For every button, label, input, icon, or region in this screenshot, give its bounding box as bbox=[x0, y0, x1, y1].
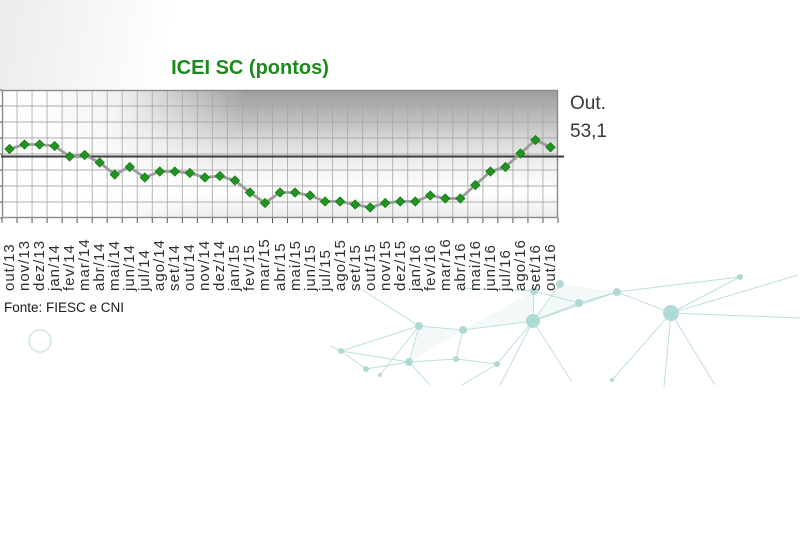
x-axis-label: out/16 bbox=[541, 243, 559, 291]
network-node bbox=[415, 322, 423, 330]
network-node bbox=[610, 378, 614, 382]
network-node bbox=[737, 274, 743, 280]
data-point-mar/15 bbox=[259, 197, 271, 209]
data-point-nov/14 bbox=[199, 172, 211, 183]
plot-area bbox=[0, 89, 564, 223]
data-point-set/15 bbox=[349, 199, 361, 210]
x-axis-label: dez/13 bbox=[31, 239, 49, 291]
network-node bbox=[363, 366, 369, 372]
network-node bbox=[378, 373, 382, 377]
data-point-set/16 bbox=[530, 134, 541, 146]
data-point-mar/14 bbox=[79, 149, 90, 161]
network-node bbox=[663, 305, 679, 321]
x-axis-label: jan/16 bbox=[406, 244, 424, 291]
data-point-nov/13 bbox=[19, 139, 30, 150]
x-axis-label: fev/14 bbox=[61, 244, 79, 291]
data-point-mar/16 bbox=[440, 193, 451, 204]
data-point-jan/15 bbox=[229, 175, 241, 186]
data-point-out/13 bbox=[4, 143, 15, 155]
x-axis-label: jun/15 bbox=[301, 244, 319, 291]
annotation-month: Out. bbox=[570, 93, 606, 114]
x-axis-label: set/16 bbox=[526, 244, 544, 291]
data-point-out/16 bbox=[545, 142, 556, 153]
background-wedge bbox=[0, 0, 270, 92]
chart-title: ICEI SC (pontos) bbox=[171, 57, 329, 79]
x-axis-label: mai/16 bbox=[466, 239, 484, 291]
network-node bbox=[338, 348, 344, 354]
network-node bbox=[575, 299, 583, 307]
network-node bbox=[556, 280, 564, 288]
x-axis-label: out/13 bbox=[1, 243, 18, 291]
data-point-ago/14 bbox=[154, 166, 165, 177]
data-point-ago/15 bbox=[334, 196, 346, 207]
chart-canvas bbox=[0, 89, 564, 223]
annotation-value: 53,1 bbox=[570, 121, 607, 142]
data-point-dez/15 bbox=[395, 196, 406, 207]
x-axis-label: jun/14 bbox=[121, 244, 139, 291]
x-axis-label: mai/15 bbox=[286, 239, 304, 291]
x-axis-label: abr/14 bbox=[91, 242, 109, 291]
data-point-jul/16 bbox=[500, 161, 511, 173]
x-axis-label: abr/15 bbox=[271, 242, 289, 291]
data-point-dez/14 bbox=[214, 170, 226, 182]
data-point-nov/15 bbox=[380, 197, 391, 209]
data-point-abr/14 bbox=[94, 157, 105, 168]
x-axis-label: jul/14 bbox=[136, 249, 154, 291]
last-value-annotation: Out. 53,1 bbox=[570, 90, 607, 146]
x-axis-label: jul/15 bbox=[316, 249, 334, 291]
x-axis-label: mar/16 bbox=[436, 238, 454, 291]
x-axis-label: jul/16 bbox=[496, 249, 514, 291]
data-point-set/14 bbox=[169, 166, 180, 177]
data-point-jun/14 bbox=[124, 161, 135, 173]
x-axis-label: fev/16 bbox=[421, 244, 439, 291]
network-node bbox=[453, 356, 459, 362]
x-axis-label: jun/16 bbox=[481, 244, 499, 291]
x-axis-label: ago/15 bbox=[331, 239, 349, 291]
x-axis-label: mai/14 bbox=[106, 239, 124, 291]
data-point-jan/14 bbox=[49, 140, 60, 152]
x-axis-label: ago/16 bbox=[511, 239, 529, 291]
data-point-mai/15 bbox=[289, 187, 301, 198]
x-axis-label: out/15 bbox=[361, 243, 379, 291]
network-node bbox=[530, 287, 538, 295]
data-point-ago/16 bbox=[515, 148, 526, 159]
data-point-fev/14 bbox=[64, 151, 75, 162]
data-point-mai/16 bbox=[470, 179, 481, 191]
data-point-jul/14 bbox=[139, 172, 150, 183]
x-axis-label: jan/14 bbox=[46, 244, 64, 291]
data-point-fev/16 bbox=[425, 190, 436, 201]
data-point-jan/16 bbox=[410, 196, 421, 207]
network-node bbox=[459, 326, 467, 334]
source-note: Fonte: FIESC e CNI bbox=[4, 300, 125, 315]
x-axis-label: abr/16 bbox=[451, 242, 469, 291]
x-axis-label: dez/15 bbox=[391, 239, 409, 291]
x-axis-label: set/15 bbox=[346, 244, 364, 291]
data-point-jul/15 bbox=[319, 196, 331, 207]
data-point-fev/15 bbox=[244, 187, 256, 198]
network-node bbox=[526, 314, 540, 328]
network-node bbox=[494, 361, 500, 367]
data-point-jun/16 bbox=[485, 166, 496, 177]
data-point-jun/15 bbox=[304, 190, 316, 201]
data-point-abr/15 bbox=[274, 187, 286, 198]
network-node bbox=[613, 288, 621, 296]
x-axis-label: mar/14 bbox=[76, 238, 94, 291]
x-axis-label: nov/13 bbox=[16, 239, 34, 291]
data-point-out/14 bbox=[184, 167, 196, 179]
data-point-abr/16 bbox=[455, 193, 466, 204]
data-point-dez/13 bbox=[34, 139, 45, 150]
data-point-out/15 bbox=[364, 202, 376, 213]
network-node bbox=[405, 358, 413, 366]
x-axis-label: mar/15 bbox=[256, 238, 274, 291]
x-axis-label: nov/15 bbox=[376, 239, 394, 291]
data-point-mai/14 bbox=[109, 169, 120, 180]
